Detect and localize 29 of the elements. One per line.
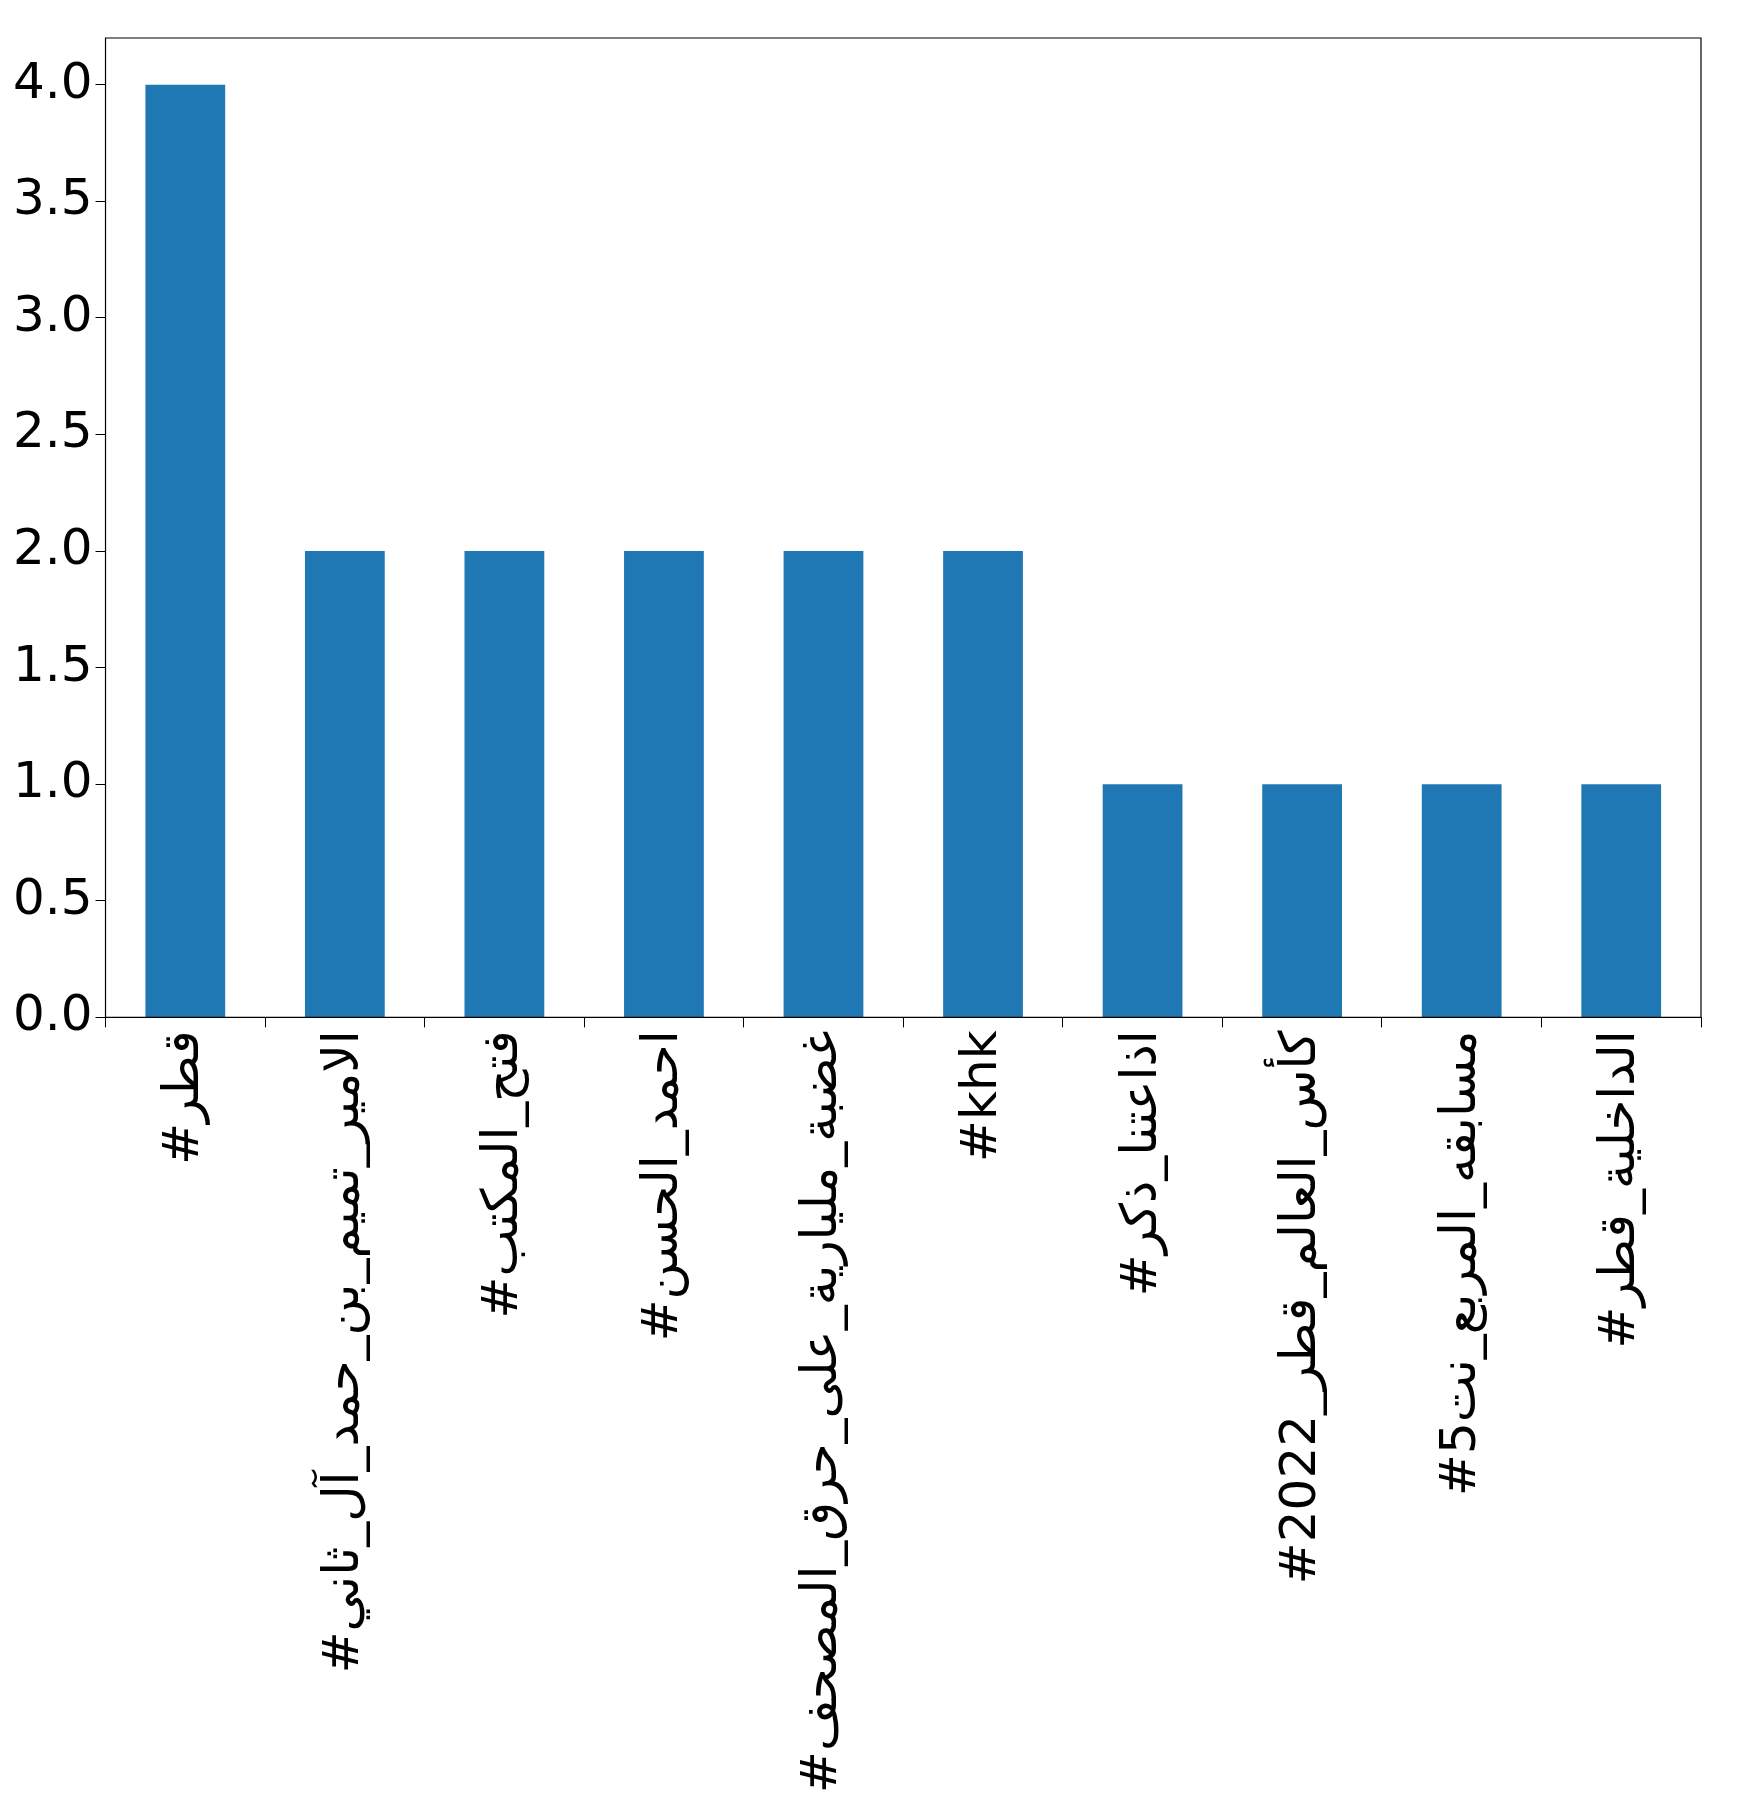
y-tick-label: 0.0 <box>12 984 93 1043</box>
bar <box>304 551 385 1017</box>
y-tick-label: 0.5 <box>12 867 93 926</box>
bar <box>943 551 1023 1017</box>
x-tick-label: #قطر <box>152 1030 211 1165</box>
x-tick-label: #الداخلية_قطر <box>1588 1030 1647 1349</box>
y-tick-label: 2.0 <box>12 518 93 576</box>
bar <box>464 551 545 1017</box>
bar <box>1262 784 1343 1017</box>
x-tick-label: #khk <box>950 1030 1009 1162</box>
y-tick-label: 1.0 <box>12 751 93 810</box>
x-tick-label: #كأس_العالم_قطر_2022 <box>1263 1030 1328 1585</box>
y-tick-label: 4.0 <box>12 51 93 110</box>
bar <box>1421 784 1502 1017</box>
y-tick-label: 3.0 <box>12 284 93 343</box>
x-tick-label: #فتح_المكتب <box>471 1030 531 1319</box>
x-tick-label: #احمد_الحسن <box>630 1030 689 1342</box>
x-tick-label: #غضبة_مليارية_على_حرق_المصحف <box>790 1030 849 1794</box>
bar <box>1102 784 1183 1017</box>
bar <box>145 84 226 1017</box>
bar <box>1581 784 1662 1017</box>
x-tick-label: #الامير_تميم_بن_حمد_آل_ثاني <box>310 1030 370 1674</box>
y-tick-label: 3.5 <box>12 168 93 227</box>
x-tick-label: #مسابقه_المربع_نت5 <box>1428 1030 1488 1496</box>
x-tick-label: #اذاعتنا_ذكر <box>1109 1030 1168 1297</box>
y-tick-label: 2.5 <box>12 401 93 460</box>
bar <box>624 551 704 1017</box>
y-tick-label: 1.5 <box>12 634 93 693</box>
bar <box>783 551 864 1017</box>
